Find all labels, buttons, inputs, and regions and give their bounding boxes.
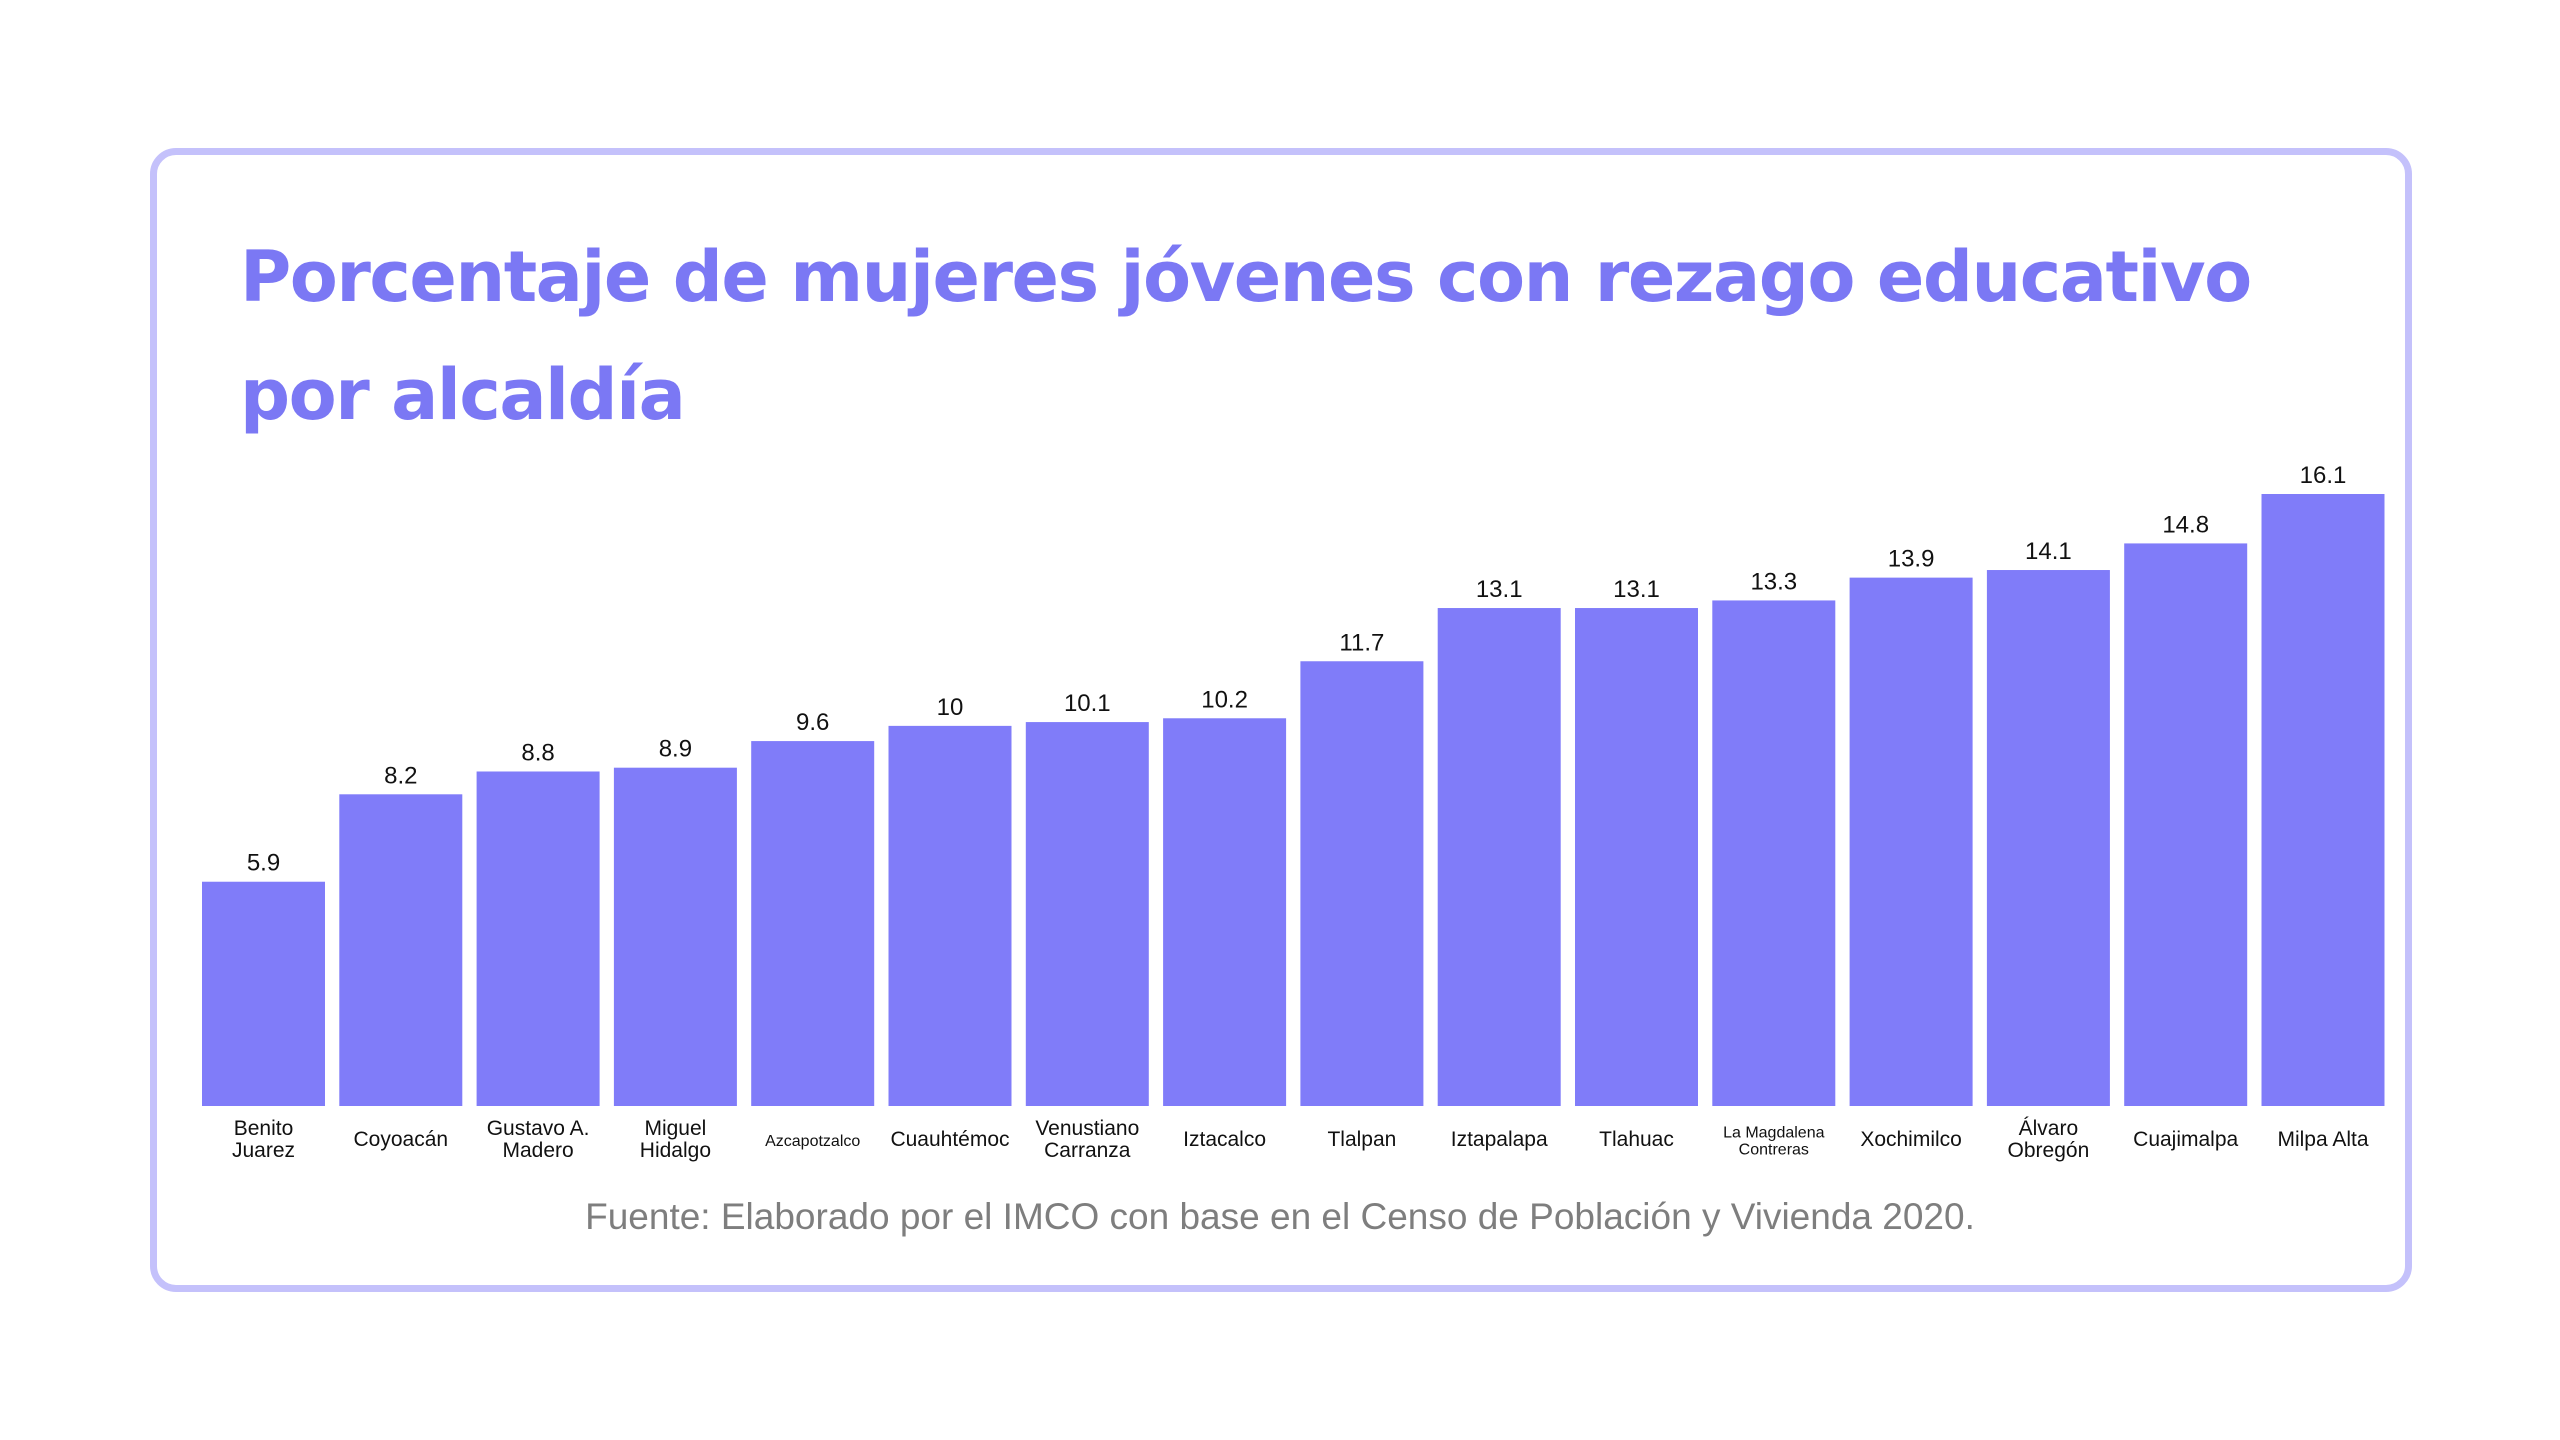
- bar-value-label: 10.1: [1064, 690, 1111, 717]
- bar-value-label: 13.3: [1750, 568, 1797, 595]
- x-tick-label: Cuajimalpa: [2133, 1128, 2238, 1151]
- x-tick-label-line: La Magdalena: [1723, 1125, 1825, 1142]
- x-tick-label-line: Madero: [502, 1139, 573, 1162]
- x-tick-label-line: Azcapotzalco: [765, 1133, 860, 1150]
- x-tick-label-line: Venustiano: [1035, 1117, 1139, 1140]
- bar-value-label: 10: [937, 694, 964, 721]
- x-tick-label-line: Milpa Alta: [2277, 1128, 2368, 1151]
- bar: [1437, 608, 1561, 1106]
- x-tick-label-line: Tlalpan: [1327, 1128, 1396, 1151]
- bar: [1025, 722, 1149, 1106]
- x-tick-label: Miguel Hidalgo: [640, 1117, 711, 1162]
- x-tick-label: Tlalpan: [1327, 1128, 1396, 1151]
- bar: [751, 741, 875, 1106]
- bar: [1300, 661, 1424, 1106]
- bar: [339, 794, 463, 1106]
- x-tick-label-line: Benito: [234, 1117, 294, 1140]
- bar-value-label: 13.1: [1476, 576, 1523, 603]
- x-tick-label-line: Gustavo A.: [487, 1117, 590, 1140]
- bar: [888, 725, 1012, 1106]
- x-tick-label: Gustavo A. Madero: [487, 1117, 590, 1162]
- x-tick-label-line: Iztapalapa: [1451, 1128, 1548, 1151]
- bar-value-label: 14.1: [2025, 538, 2072, 565]
- x-tick-label-line: Juarez: [232, 1139, 295, 1162]
- x-tick-label: La Magdalena Contreras: [1723, 1125, 1825, 1159]
- x-tick-label-line: Xochimilco: [1860, 1128, 1962, 1151]
- chart-title: Porcentaje de mujeres jóvenes con rezago…: [240, 236, 2252, 436]
- bar: [1712, 600, 1836, 1106]
- bar: [613, 767, 737, 1106]
- bar-value-label: 14.8: [2162, 511, 2209, 538]
- x-tick-label: Iztacalco: [1183, 1128, 1266, 1151]
- bar-value-label: 11.7: [1339, 629, 1384, 656]
- x-tick-label-line: Miguel: [644, 1117, 706, 1140]
- bar-value-label: 16.1: [2300, 462, 2347, 489]
- x-tick-label: Azcapotzalco: [765, 1133, 860, 1150]
- bar-value-label: 5.9: [247, 850, 280, 877]
- bar-value-label: 10.2: [1201, 686, 1248, 713]
- x-tick-label-line: Cuauhtémoc: [890, 1128, 1009, 1151]
- x-tick-label: Xochimilco: [1860, 1128, 1962, 1151]
- bar: [2261, 494, 2385, 1106]
- bar-value-label: 13.9: [1888, 546, 1935, 573]
- x-tick-label-line: Hidalgo: [640, 1139, 711, 1162]
- source-note: Fuente: Elaborado por el IMCO con base e…: [585, 1196, 1975, 1237]
- x-tick-label: Álvaro Obregón: [2008, 1117, 2090, 1162]
- bar-value-label: 8.2: [384, 762, 417, 789]
- x-tick-label: Milpa Alta: [2277, 1128, 2368, 1151]
- x-tick-label: Coyoacán: [354, 1128, 449, 1151]
- x-tick-label-line: Contreras: [1739, 1142, 1809, 1159]
- x-tick-label: Cuauhtémoc: [890, 1128, 1009, 1151]
- x-tick-label-line: Cuajimalpa: [2133, 1128, 2238, 1151]
- bar: [476, 771, 600, 1106]
- bar: [1986, 570, 2110, 1106]
- x-tick-label: Venustiano Carranza: [1035, 1117, 1139, 1162]
- x-tick-label-line: Iztacalco: [1183, 1128, 1266, 1151]
- bar-value-label: 8.8: [521, 739, 554, 766]
- x-tick-label: Iztapalapa: [1451, 1128, 1548, 1151]
- x-tick-label-line: Coyoacán: [354, 1128, 449, 1151]
- bar: [202, 881, 325, 1106]
- bar: [2124, 543, 2248, 1106]
- bar: [1163, 718, 1287, 1106]
- x-tick-label: Benito Juarez: [232, 1117, 295, 1162]
- x-tick-label-line: Tlahuac: [1599, 1128, 1674, 1151]
- x-tick-label-line: Álvaro: [2019, 1117, 2079, 1140]
- x-tick-label: Tlahuac: [1599, 1128, 1674, 1151]
- bar: [1575, 608, 1698, 1106]
- bar-value-label: 13.1: [1613, 576, 1660, 603]
- x-tick-label-line: Carranza: [1044, 1139, 1131, 1162]
- x-tick-label-line: Obregón: [2008, 1139, 2090, 1162]
- bar: [1849, 577, 1973, 1106]
- bar-value-label: 8.9: [659, 736, 692, 763]
- bar-value-label: 9.6: [796, 709, 829, 736]
